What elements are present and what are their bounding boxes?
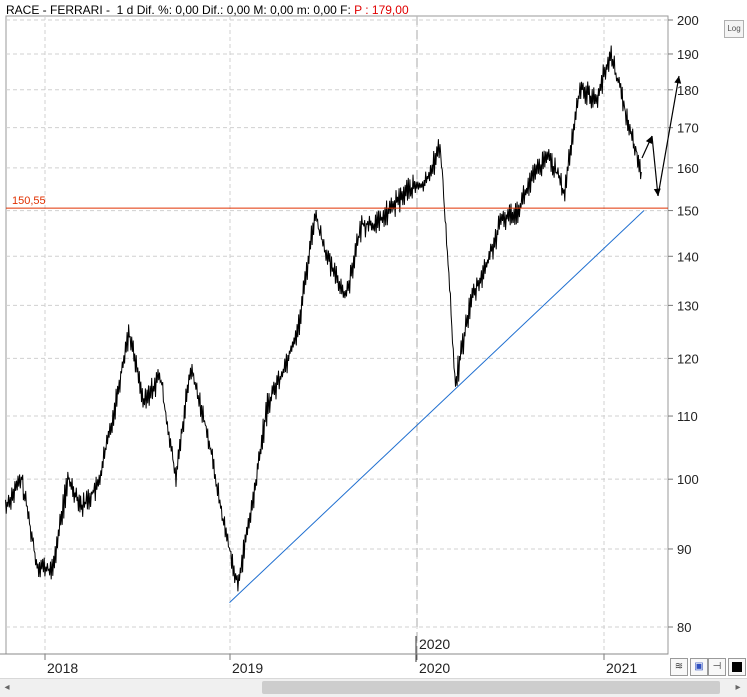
y-tick-label: 100 bbox=[677, 472, 699, 487]
scrollbar-thumb[interactable] bbox=[262, 681, 720, 694]
zoom-icon[interactable]: ≋ bbox=[670, 658, 688, 676]
projection-arrow-up-head bbox=[645, 136, 653, 144]
y-tick-label: 130 bbox=[677, 298, 699, 313]
period-marker-label: 2020 bbox=[419, 636, 450, 652]
x-tick-label: 2018 bbox=[47, 660, 78, 676]
pin-icon[interactable]: ⊣ bbox=[708, 658, 726, 676]
horizontal-scrollbar[interactable]: ◂ ▸ bbox=[0, 678, 747, 697]
y-tick-label: 170 bbox=[677, 121, 699, 136]
scroll-left-icon[interactable]: ◂ bbox=[4, 682, 10, 693]
price-series-line[interactable] bbox=[5, 45, 642, 592]
y-tick-label: 80 bbox=[677, 620, 691, 635]
projection-arrow-target[interactable] bbox=[657, 75, 680, 197]
log-scale-button[interactable]: Log bbox=[724, 20, 744, 38]
stats-label: 1 d Dif. %: 0,00 Dif.: 0,00 M: 0,00 m: 0… bbox=[113, 3, 355, 17]
save-icon[interactable]: ▣ bbox=[690, 658, 708, 676]
x-tick-label: 2019 bbox=[232, 660, 263, 676]
y-tick-label: 200 bbox=[677, 13, 699, 28]
resistance-label: 150,55 bbox=[12, 195, 46, 207]
y-tick-label: 90 bbox=[677, 542, 691, 557]
y-tick-label: 120 bbox=[677, 351, 699, 366]
price-label: P : 179,00 bbox=[354, 3, 409, 17]
y-tick-label: 150 bbox=[677, 204, 699, 219]
color-icon[interactable] bbox=[728, 658, 746, 676]
x-tick-label: 2020 bbox=[419, 660, 450, 676]
chart-header: RACE - FERRARI - 1 d Dif. %: 0,00 Dif.: … bbox=[6, 3, 409, 17]
plot-area bbox=[5, 15, 669, 655]
y-tick-label: 180 bbox=[677, 83, 699, 98]
y-tick-label: 110 bbox=[677, 409, 698, 424]
y-tick-label: 140 bbox=[677, 249, 699, 264]
symbol-label: RACE - FERRARI - bbox=[6, 3, 114, 17]
y-tick-label: 190 bbox=[677, 47, 699, 62]
x-tick-label: 2021 bbox=[606, 660, 637, 676]
projection-arrow-down[interactable] bbox=[651, 135, 659, 197]
projection-arrow-target-head bbox=[674, 76, 682, 84]
scroll-right-icon[interactable]: ▸ bbox=[735, 682, 741, 693]
trend-line[interactable] bbox=[229, 210, 645, 603]
y-tick-label: 160 bbox=[677, 161, 699, 176]
